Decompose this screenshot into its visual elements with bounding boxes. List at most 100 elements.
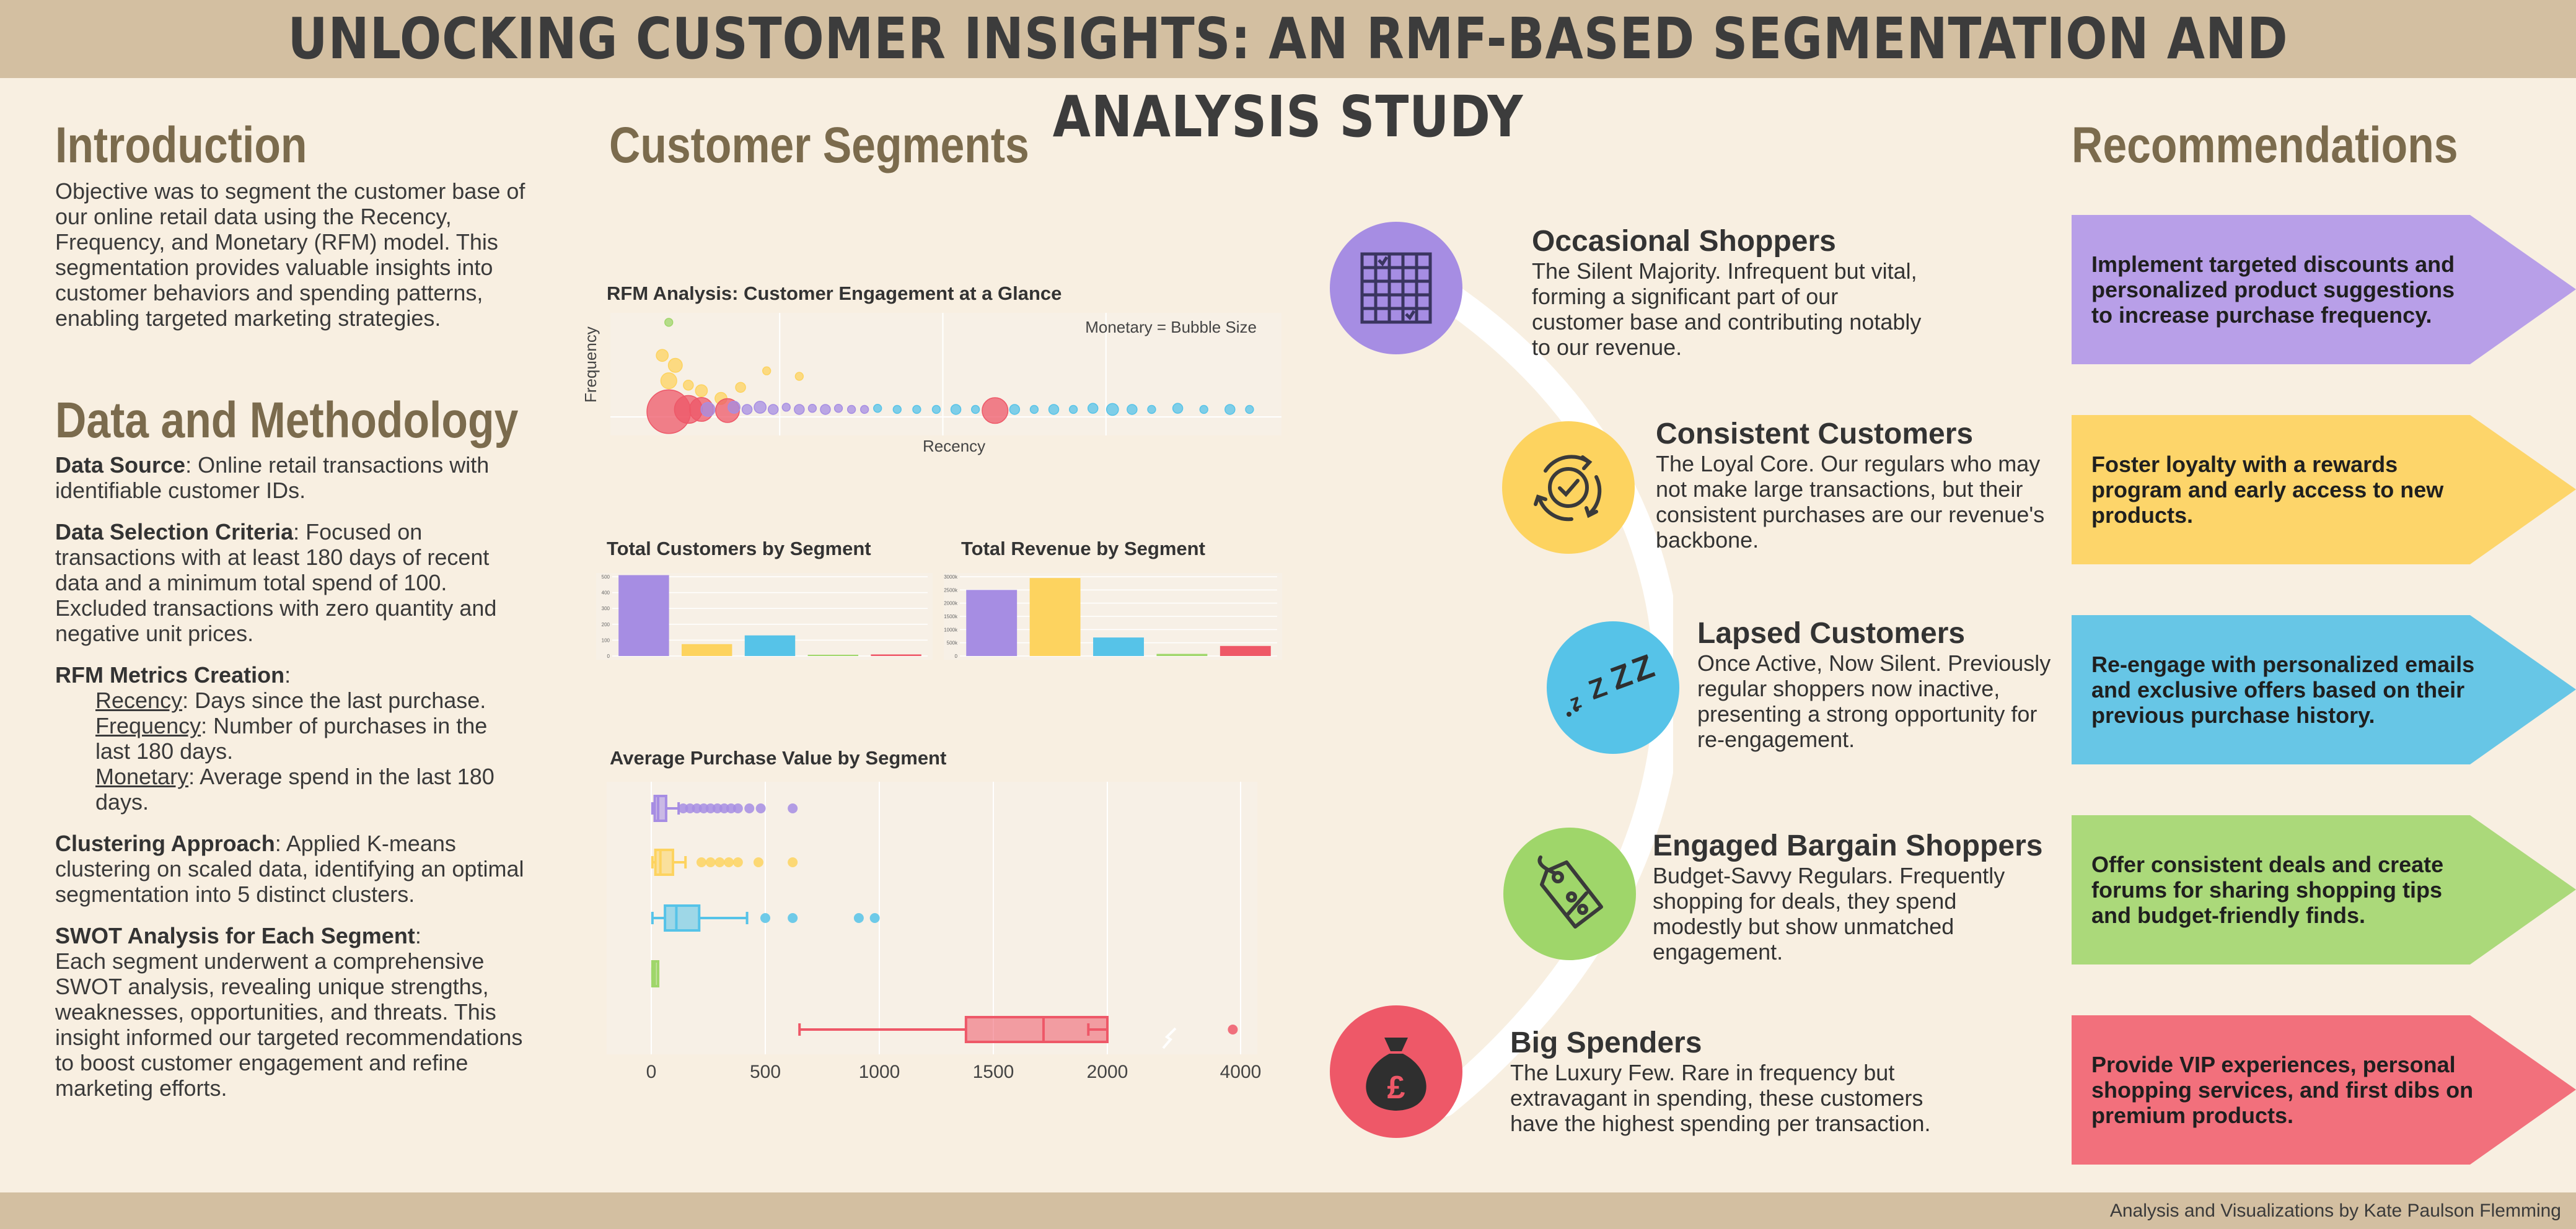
data-source-label: Data Source (55, 452, 186, 478)
big-spenders-desc: The Luxury Few. Rare in frequency but ex… (1510, 1060, 1931, 1136)
scatter-point (1199, 405, 1208, 414)
bar (1029, 578, 1081, 656)
box-outlier (760, 913, 770, 923)
recommendation-arrow-shape (2072, 615, 2576, 764)
box-outlier (726, 803, 736, 813)
recommendation-occasional: Implement targeted discounts and persona… (2072, 215, 2576, 364)
rfm-definition-list: Recency: Days since the last purchase. F… (95, 688, 526, 815)
scatter-point (735, 382, 746, 393)
scatter-point (767, 404, 779, 415)
frequency-definition: Frequency: Number of purchases in the la… (95, 713, 488, 764)
bar-ytick-label: 1000k (944, 627, 958, 632)
scatter-point (873, 404, 882, 413)
consistent-customers-title: Consistent Customers (1656, 418, 1974, 450)
bar (966, 590, 1018, 656)
box-outlier (692, 803, 702, 813)
box-xtick-label: 4000 (1220, 1062, 1262, 1082)
scatter-point (833, 404, 843, 413)
bar (807, 654, 859, 656)
recommendation-lapsed: Re-engage with personalized emails and e… (2072, 615, 2576, 764)
scatter-x-label: Recency (923, 437, 986, 455)
box-outlier (705, 803, 716, 813)
bar (1093, 637, 1144, 656)
box-outlier (1228, 1025, 1238, 1034)
bar-ytick-label: 200 (602, 622, 610, 628)
lapsed-customers-title: Lapsed Customers (1697, 617, 1966, 650)
scatter-point (892, 405, 902, 414)
scatter-point (807, 404, 817, 413)
scatter-point (667, 357, 683, 373)
scatter-point (656, 349, 669, 362)
box-body (653, 795, 667, 822)
recommendation-big: Provide VIP experiences, personal shoppi… (2072, 1015, 2576, 1165)
recommendation-arrow-shape (2072, 215, 2576, 364)
scatter-point (754, 401, 767, 414)
monetary-definition: Monetary: Average spend in the last 180 … (95, 764, 495, 815)
bar (1156, 654, 1208, 656)
footer-bar: Analysis and Visualizations by Kate Paul… (0, 1192, 2576, 1229)
scatter-point (781, 403, 791, 412)
box-body (664, 904, 701, 932)
page-title: UNLOCKING CUSTOMER INSIGHTS: AN RMF-BASE… (288, 6, 2288, 150)
box-xtick-label: 0 (646, 1062, 657, 1082)
scatter-y-label: Frequency (581, 326, 600, 403)
recency-definition: Recency: Days since the last purchase. (95, 688, 486, 713)
scatter-point (820, 404, 831, 415)
revenue-bar-area: 3000k 2500k 2000k 1500k 1000k 500k 0 (944, 573, 1282, 660)
scatter-point (912, 405, 921, 414)
box-outlier (853, 913, 864, 923)
introduction-heading: Introduction (55, 117, 307, 173)
scatter-point (950, 404, 962, 415)
swot-paragraph: SWOT Analysis for Each Segment: Each segm… (55, 923, 523, 1101)
scatter-chart-title: RFM Analysis: Customer Engagement at a G… (607, 282, 1062, 304)
scatter-point (931, 405, 941, 414)
scatter-point (794, 404, 805, 415)
engaged-bargain-shoppers-desc: Budget-Savvy Regulars. Frequently shoppi… (1653, 863, 2005, 964)
bar-ytick-label: 2500k (944, 587, 958, 593)
box-xtick-label: 2000 (1087, 1062, 1128, 1082)
recommendation-arrow-shape (2072, 815, 2576, 964)
bar-ytick-label: 0 (607, 654, 610, 659)
scatter-point (762, 366, 771, 375)
scatter-point (1224, 404, 1236, 415)
customers-bar-chart: 500 400 300 200 100 0 (602, 574, 928, 659)
box-outlier (685, 803, 695, 813)
scatter-point (695, 384, 708, 398)
lapsed-customers-badge: z Z Z Z (1547, 621, 1679, 754)
box-xtick-label: 1000 (859, 1062, 900, 1082)
box-outlier (744, 803, 755, 813)
scatter-point (700, 402, 716, 417)
box-outlier (788, 803, 798, 813)
scatter-point (971, 405, 980, 414)
bar-ytick-label: 500k (947, 641, 958, 646)
occasional-shoppers-block: Occasional Shoppers The Silent Majority.… (1532, 224, 1928, 360)
scatter-point (1087, 403, 1099, 414)
recommendation-occasional-text: Implement targeted discounts and persona… (2091, 251, 2455, 328)
box-outlier (732, 857, 743, 867)
recommendation-arrow-shape (2072, 1015, 2576, 1165)
box-outlier (869, 913, 880, 923)
lapsed-customers-desc: Once Active, Now Silent. Previously regu… (1697, 650, 2051, 752)
bar-ytick-label: 3000k (944, 574, 958, 580)
scatter-point (1068, 405, 1078, 414)
bar-ytick-label: 1500k (944, 614, 958, 619)
rfm-metrics-label: RFM Metrics Creation (55, 662, 285, 688)
bar (681, 644, 732, 656)
rfm-scatter-chart (610, 313, 1281, 435)
box-outlier (712, 803, 723, 813)
lapsed-customers-block: Lapsed Customers Once Active, Now Silent… (1697, 616, 2069, 752)
recommendation-bargain-text: Offer consistent deals and create forums… (2091, 852, 2444, 928)
scatter-plot-area: Monetary = Bubble Size (610, 313, 1281, 435)
box-outlier (698, 803, 709, 813)
box-outlier (696, 857, 706, 867)
introduction-section: Introduction Objective was to segment th… (55, 116, 526, 347)
scatter-point (1147, 405, 1156, 414)
recommendation-consistent: Foster loyalty with a rewards program an… (2072, 415, 2576, 564)
scatter-point (660, 372, 677, 390)
box-xtick-label: 1500 (973, 1062, 1014, 1082)
scatter-point (859, 405, 869, 414)
scatter-point (664, 318, 674, 327)
bar-ytick-label: 400 (602, 590, 610, 596)
bubble-size-note: Monetary = Bubble Size (1085, 318, 1257, 336)
bar (1220, 645, 1271, 656)
